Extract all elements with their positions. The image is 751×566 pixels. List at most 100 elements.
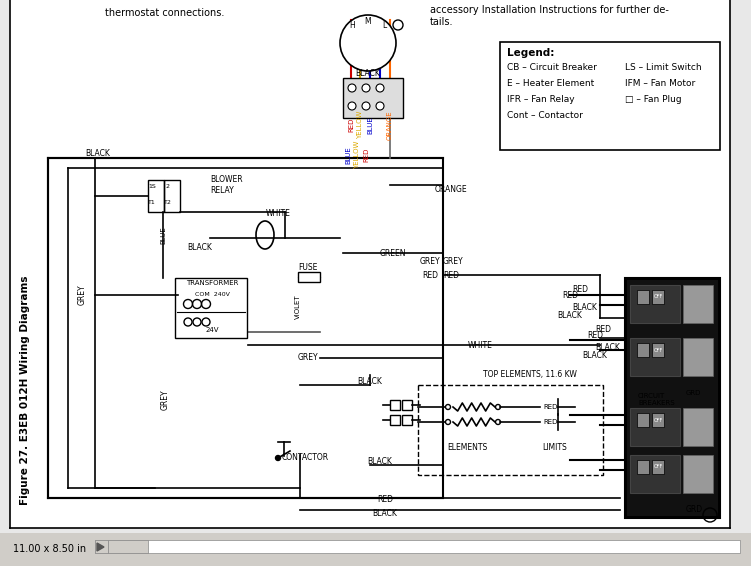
Text: 24V: 24V [205,327,219,333]
Bar [630,408,680,446]
Bar [343,78,403,118]
Text: H: H [349,20,355,29]
Text: E – Heater Element: E – Heater Element [507,79,594,88]
Text: WHITE: WHITE [468,341,493,349]
Bar [95,540,740,553]
Text: GRD: GRD [686,390,701,396]
Text: Figure 27. E3EB 012H Wiring Diagrams: Figure 27. E3EB 012H Wiring Diagrams [20,275,30,505]
Text: OFF: OFF [653,418,662,422]
Text: 2: 2 [166,183,170,188]
Text: Cont – Contactor: Cont – Contactor [507,111,583,120]
Text: RED: RED [562,290,578,299]
Text: YELLOW: YELLOW [357,111,363,139]
Text: RED: RED [348,118,354,132]
Text: GREY: GREY [420,258,440,267]
Bar [637,343,649,357]
Bar [0,533,751,566]
Text: COM  240V: COM 240V [195,293,230,298]
Bar [108,540,148,553]
Text: GREY: GREY [161,389,170,410]
Circle shape [362,84,370,92]
Text: TRANSFORMER: TRANSFORMER [185,280,238,286]
Bar [627,280,718,516]
Text: IFM – Fan Motor: IFM – Fan Motor [625,79,695,88]
Text: VIOLET: VIOLET [295,295,301,319]
Bar [500,42,720,150]
Text: FUSE: FUSE [298,263,318,272]
Text: 11.00 x 8.50 in: 11.00 x 8.50 in [13,544,86,554]
Text: accessory Installation Instructions for further de-
tails.: accessory Installation Instructions for … [430,5,669,27]
Text: OFF: OFF [653,348,662,353]
Polygon shape [97,543,104,551]
Text: RED: RED [363,148,369,162]
Text: □ – Fan Plug: □ – Fan Plug [625,95,682,104]
Text: BLACK: BLACK [355,70,380,79]
Bar [637,460,649,474]
Bar [402,400,412,410]
Bar [148,180,164,212]
Bar [630,455,680,493]
Circle shape [376,102,384,110]
Text: RED: RED [543,404,557,410]
Bar [418,385,603,475]
Circle shape [376,84,384,92]
Circle shape [348,84,356,92]
Text: LS – Limit Switch: LS – Limit Switch [625,63,701,72]
Text: GRD: GRD [686,505,703,514]
Text: RED: RED [377,495,393,504]
Bar [652,413,664,427]
Text: BLACK: BLACK [86,148,110,157]
Text: BLACK: BLACK [372,508,397,517]
Circle shape [340,15,396,71]
Circle shape [362,102,370,110]
Text: RED: RED [422,271,438,280]
Text: OFF: OFF [653,465,662,470]
Circle shape [348,102,356,110]
Text: L: L [382,20,386,29]
Text: BLACK: BLACK [557,311,583,319]
Text: T2: T2 [164,199,172,204]
Bar [652,343,664,357]
Bar [164,180,180,212]
Bar [48,158,443,498]
Text: GREY: GREY [77,285,86,305]
Bar [390,400,400,410]
Bar [683,338,713,376]
Text: T1: T1 [148,199,156,204]
Text: TOP ELEMENTS, 11.6 KW: TOP ELEMENTS, 11.6 KW [483,371,577,379]
Text: WHITE: WHITE [266,208,291,217]
Circle shape [393,20,403,30]
Bar [630,338,680,376]
Text: OFF: OFF [653,294,662,299]
Text: BLACK: BLACK [357,378,382,387]
Bar [625,278,720,518]
Text: RED: RED [595,325,611,335]
Text: BLACK: BLACK [595,344,620,353]
Text: GREY: GREY [443,258,463,267]
Bar [683,408,713,446]
Bar [402,415,412,425]
Text: CIRCUIT
BREAKERS: CIRCUIT BREAKERS [638,393,674,406]
Bar [175,278,247,338]
Text: RED: RED [572,285,588,294]
Text: BLOWER
RELAY: BLOWER RELAY [210,175,243,195]
Text: ELEMENTS: ELEMENTS [447,444,487,452]
Text: M: M [365,16,371,25]
Bar [652,460,664,474]
Bar [298,272,320,282]
Text: 1S: 1S [148,183,156,188]
Text: LIMITS: LIMITS [543,444,567,452]
Text: GREEN: GREEN [380,248,406,258]
Bar [637,413,649,427]
Text: BLACK: BLACK [367,457,393,466]
Text: Legend:: Legend: [507,48,554,58]
Text: BLACK: BLACK [583,350,608,359]
Text: IFR – Fan Relay: IFR – Fan Relay [507,95,575,104]
Text: ORANGE: ORANGE [435,186,468,195]
Text: CB – Circuit Breaker: CB – Circuit Breaker [507,63,597,72]
Bar [652,290,664,304]
Text: GREY: GREY [297,354,318,362]
Circle shape [276,456,281,461]
Text: YELLOW: YELLOW [354,141,360,169]
Bar [683,285,713,323]
